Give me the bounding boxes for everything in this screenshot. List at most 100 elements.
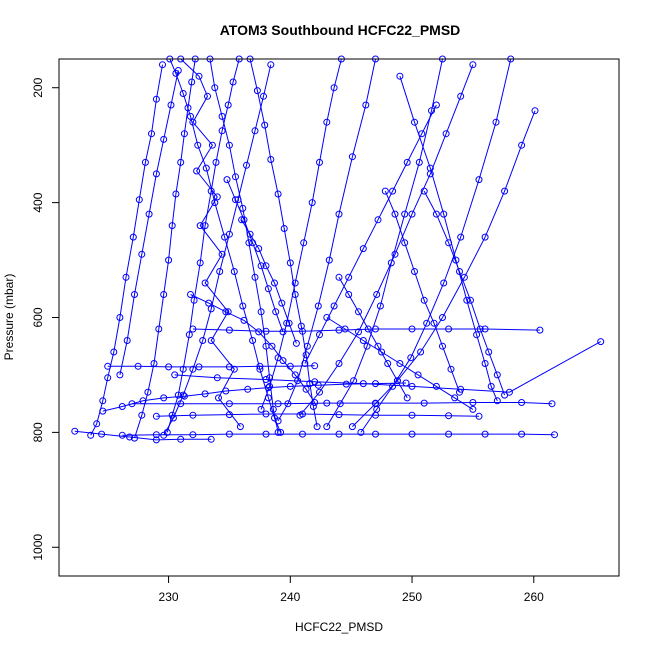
data-point (302, 385, 310, 393)
data-point (160, 431, 168, 439)
data-point (274, 190, 282, 198)
series-line (360, 58, 512, 433)
data-point (432, 382, 440, 390)
data-point (262, 410, 270, 418)
data-point (244, 385, 252, 393)
data-point (286, 382, 294, 390)
data-point (177, 400, 185, 408)
data-point (314, 302, 322, 310)
data-point (451, 394, 459, 402)
data-point (213, 193, 221, 201)
data-point (432, 101, 440, 109)
data-point (190, 296, 198, 304)
data-point (355, 308, 362, 316)
data-point (110, 348, 118, 356)
series-line (90, 64, 163, 436)
data-point (469, 399, 477, 406)
data-point (240, 316, 248, 324)
data-point (597, 338, 605, 346)
data-point (266, 382, 274, 390)
data-point (123, 337, 131, 344)
data-point (251, 273, 259, 281)
data-point (417, 348, 425, 356)
data-point (447, 365, 455, 373)
data-point (323, 423, 331, 431)
series-line (209, 58, 279, 433)
series-line (226, 179, 284, 333)
data-point (205, 299, 213, 307)
data-point (415, 158, 423, 166)
data-point (313, 423, 321, 431)
data-point (316, 388, 323, 396)
data-point (403, 158, 411, 166)
series-line (326, 317, 474, 410)
data-point (408, 325, 416, 333)
data-point (129, 233, 137, 241)
data-point (481, 430, 489, 438)
data-point (116, 314, 124, 321)
data-point (165, 363, 173, 371)
data-point (493, 397, 501, 405)
profile-series-14 (396, 72, 501, 405)
series-line (384, 190, 460, 393)
x-tick-label: 240 (280, 590, 300, 604)
data-point (155, 325, 163, 333)
data-point (189, 325, 197, 333)
series-line (163, 64, 272, 436)
data-point (285, 319, 293, 327)
data-point (330, 302, 338, 310)
data-point (439, 314, 446, 321)
data-point (378, 348, 386, 356)
series-line (107, 365, 315, 368)
data-point (373, 291, 381, 298)
profile-series-18 (118, 430, 558, 439)
data-point (188, 78, 196, 86)
data-point (300, 239, 308, 247)
data-point (420, 399, 428, 407)
x-axis-label: HCFC22_PMSD (295, 620, 383, 634)
data-point (323, 399, 331, 407)
data-point (268, 342, 276, 350)
data-point (291, 291, 299, 298)
data-point (376, 302, 384, 310)
data-point (408, 430, 416, 438)
data-point (501, 187, 509, 195)
data-point (396, 360, 404, 367)
data-point (196, 222, 204, 230)
data-point (152, 431, 160, 439)
data-point (335, 430, 343, 438)
data-point (274, 428, 282, 436)
data-point (201, 222, 209, 230)
data-point (283, 319, 291, 327)
data-point (255, 328, 263, 336)
data-point (278, 299, 286, 307)
data-point (456, 388, 463, 396)
data-point (408, 382, 416, 390)
data-point (189, 411, 197, 419)
data-point (165, 256, 173, 264)
data-point (187, 291, 194, 298)
data-point (267, 156, 275, 163)
data-point (274, 417, 282, 425)
data-point (189, 431, 197, 439)
data-point (116, 371, 124, 379)
data-point (207, 187, 215, 195)
data-point (359, 245, 367, 253)
data-point (152, 436, 160, 444)
data-point (174, 67, 182, 74)
data-point (255, 245, 263, 253)
data-point (403, 394, 411, 402)
data-point (167, 101, 175, 109)
data-point (138, 250, 146, 258)
data-point (262, 327, 270, 335)
profile-series-20 (128, 399, 556, 408)
data-point (222, 387, 230, 395)
data-point (171, 371, 179, 379)
data-point (274, 400, 282, 408)
profile-series-8 (160, 61, 275, 439)
y-tick-label: 600 (31, 307, 45, 327)
data-point (249, 239, 257, 247)
data-point (152, 412, 160, 420)
data-point (374, 216, 382, 224)
data-point (280, 225, 288, 232)
